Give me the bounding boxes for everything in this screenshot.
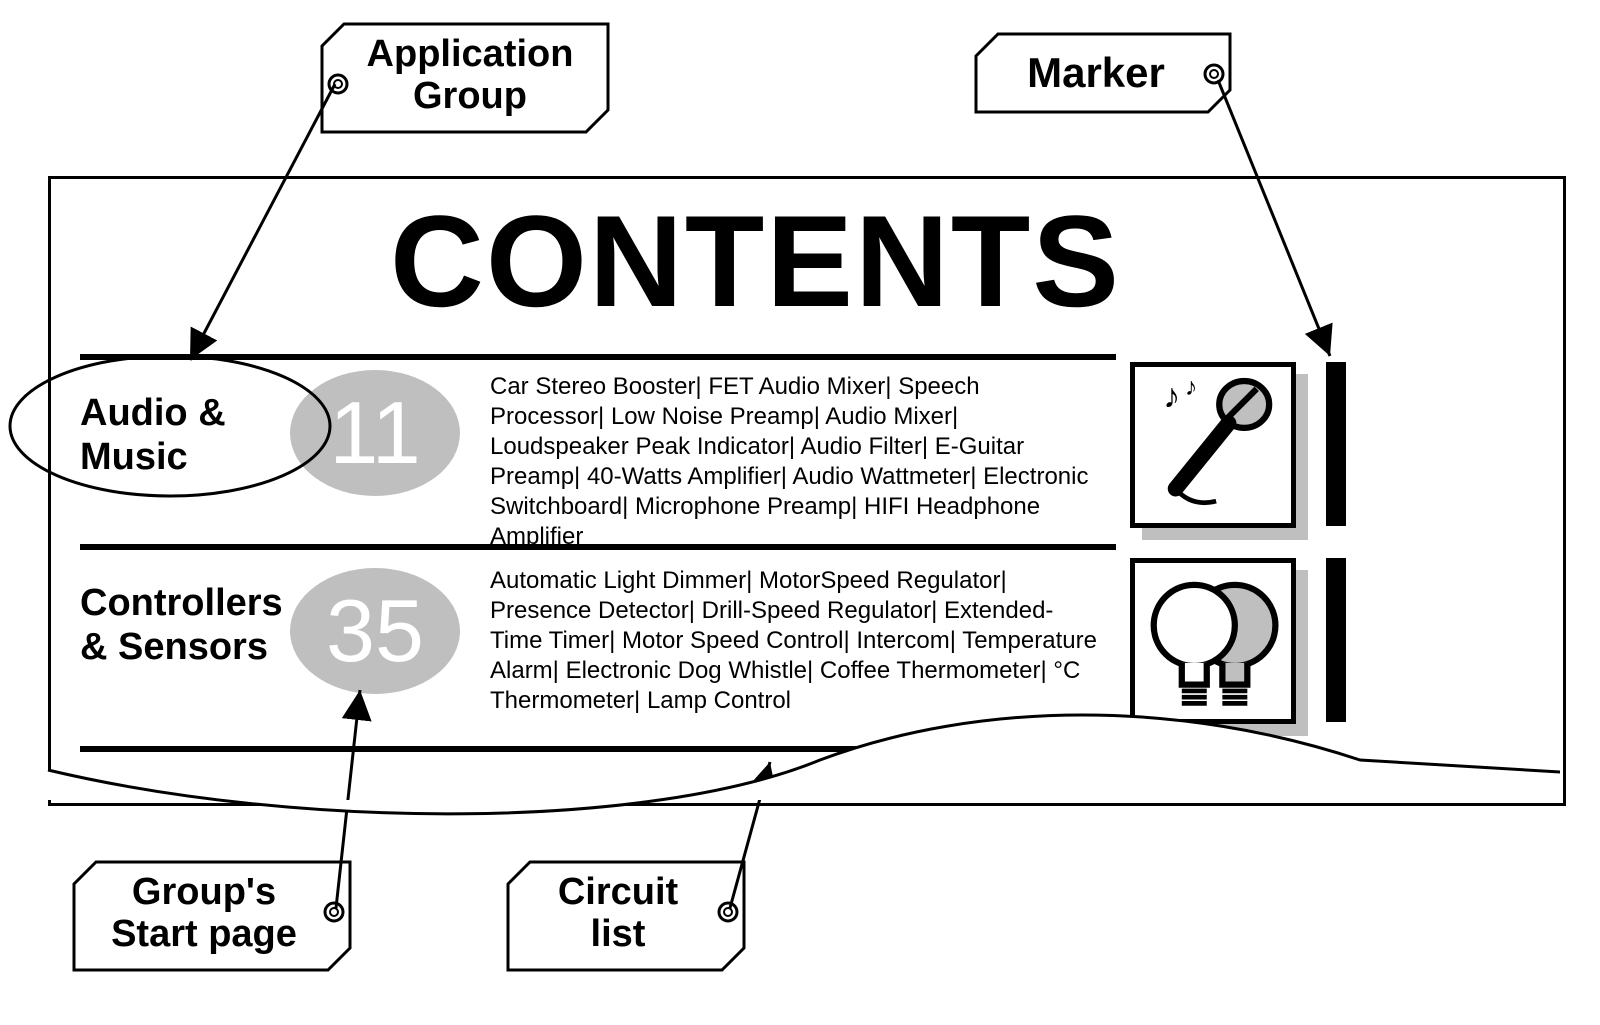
group-title-line: Music [80, 436, 226, 480]
svg-text:♪: ♪ [1185, 373, 1197, 401]
microphone-icon: ♪ ♪ [1135, 367, 1291, 523]
group-start-page-badge: 11 [290, 370, 460, 496]
callout-circuit-list: Circuit list [518, 872, 718, 956]
section-marker [1326, 558, 1346, 722]
page-title: CONTENTS [390, 186, 1121, 336]
group-circuit-list: Car Stereo Booster| FET Audio Mixer| Spe… [490, 372, 1100, 552]
group-icon-controllers [1130, 558, 1296, 724]
group-title-line: & Sensors [80, 626, 283, 670]
group-title-audio: Audio & Music [80, 392, 226, 479]
callout-line: list [518, 914, 718, 956]
callout-line: Application [340, 34, 600, 76]
group-start-page-number: 35 [326, 580, 424, 682]
svg-text:♪: ♪ [1163, 378, 1180, 416]
group-title-controllers: Controllers & Sensors [80, 582, 283, 669]
lightbulb-icon [1135, 563, 1291, 719]
callout-line: Group [340, 76, 600, 118]
callout-line: Start page [84, 914, 324, 956]
callout-line: Group's [84, 872, 324, 914]
callout-line: Marker [986, 50, 1206, 96]
divider [80, 746, 1116, 752]
group-circuit-list: Automatic Light Dimmer| MotorSpeed Regul… [490, 566, 1100, 716]
group-icon-audio: ♪ ♪ [1130, 362, 1296, 528]
group-title-line: Controllers [80, 582, 283, 626]
section-marker [1326, 362, 1346, 526]
callout-marker: Marker [986, 50, 1206, 96]
divider [80, 354, 1116, 360]
callout-line: Circuit [518, 872, 718, 914]
diagram-stage: CONTENTS Audio & Music 11 Car Stereo Boo… [0, 0, 1600, 1025]
group-start-page-badge: 35 [290, 568, 460, 694]
group-start-page-number: 11 [329, 382, 420, 484]
callout-groups-start-page: Group's Start page [84, 872, 324, 956]
callout-application-group: Application Group [340, 34, 600, 118]
group-title-line: Audio & [80, 392, 226, 436]
